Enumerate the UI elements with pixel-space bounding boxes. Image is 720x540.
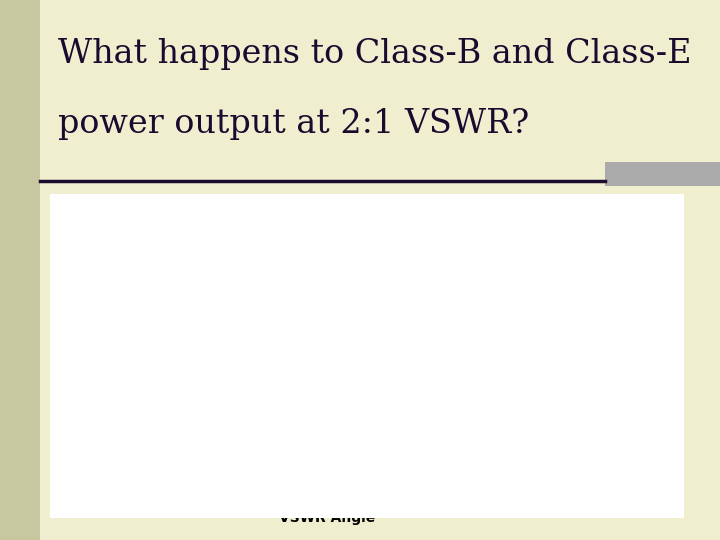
Y-axis label: Power Output, Watts: Power Output, Watts (68, 269, 82, 433)
Legend: Class-E, Class-B: Class-E, Class-B (563, 300, 654, 348)
Text: power output at 2:1 VSWR?: power output at 2:1 VSWR? (58, 108, 529, 140)
Text: What happens to Class-B and Class-E: What happens to Class-B and Class-E (58, 38, 691, 70)
Title: Power Output vs. 2:1 VSWR Angle: Power Output vs. 2:1 VSWR Angle (181, 195, 474, 211)
X-axis label: VSWR Angle: VSWR Angle (279, 511, 376, 525)
